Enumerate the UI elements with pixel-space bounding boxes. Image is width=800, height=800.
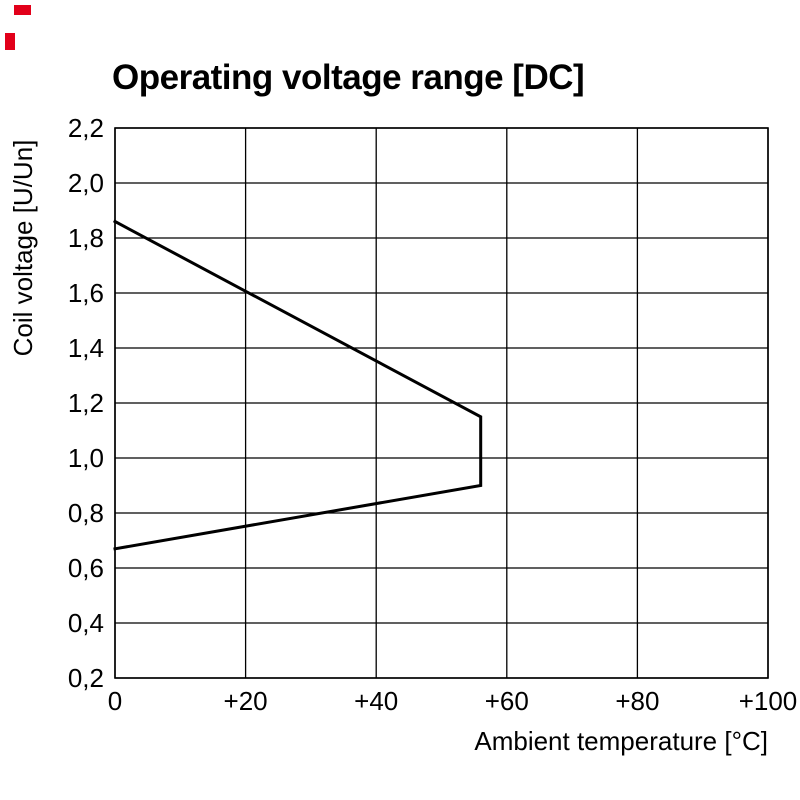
y-tick-label: 0,4 — [68, 608, 104, 638]
corner-mark-horizontal — [14, 5, 31, 15]
y-tick-label: 2,2 — [68, 113, 104, 143]
y-tick-label: 1,0 — [68, 443, 104, 473]
y-tick-label: 0,8 — [68, 498, 104, 528]
x-axis-title: Ambient temperature [°C] — [474, 726, 768, 756]
y-tick-label: 1,8 — [68, 223, 104, 253]
x-tick-label: +20 — [224, 686, 268, 716]
x-tick-label: +40 — [354, 686, 398, 716]
y-tick-label: 2,0 — [68, 168, 104, 198]
x-tick-label: 0 — [108, 686, 122, 716]
y-tick-label: 0,2 — [68, 663, 104, 693]
y-tick-label: 1,6 — [68, 278, 104, 308]
chart-title: Operating voltage range [DC] — [112, 58, 585, 97]
series-dc-operating-voltage-boundary — [112, 219, 483, 551]
corner-mark-vertical — [5, 33, 15, 50]
x-tick-label: +60 — [485, 686, 529, 716]
x-tick-label: +80 — [615, 686, 659, 716]
y-tick-label: 1,2 — [68, 388, 104, 418]
y-tick-label: 1,4 — [68, 333, 104, 363]
x-tick-label: +100 — [739, 686, 798, 716]
y-tick-label: 0,6 — [68, 553, 104, 583]
y-axis-title: Coil voltage [U/Un] — [8, 140, 38, 357]
plot-frame — [114, 127, 769, 679]
